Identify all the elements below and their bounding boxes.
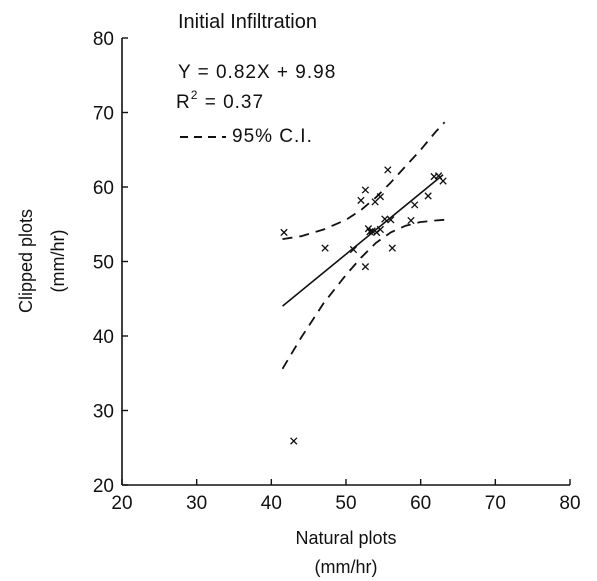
regression-line [282,174,444,307]
data-point [290,437,298,445]
data-points [280,166,447,445]
ci-legend-label: 95% C.I. [232,126,313,147]
data-point [376,225,385,234]
x-tick-label: 50 [335,493,356,514]
y-tick-label: 50 [93,253,114,274]
y-tick-label: 80 [93,29,114,50]
y-tick-label: 30 [93,402,114,423]
y-tick-label: 40 [93,327,114,348]
data-point [280,228,288,237]
ci-upper-curve [282,121,446,240]
regression-equation: Y = 0.82X + 9.98 [178,62,336,83]
data-point [411,201,419,209]
y-axis-label-line2: (mm/hr) [48,230,68,293]
ci-lower-curve [281,218,445,370]
data-point [361,186,370,194]
data-point [361,263,370,271]
regression-line-group [282,174,444,307]
data-point [407,216,415,225]
x-axis-label-line2: (mm/hr) [315,557,378,577]
x-tick-label: 60 [410,493,431,514]
x-tick-label: 70 [485,493,506,514]
data-point [424,192,432,200]
data-point [376,193,385,201]
data-point [387,216,395,224]
y-tick-label: 70 [93,104,114,125]
data-point [357,196,365,205]
data-point [349,245,358,254]
data-point [439,177,447,185]
x-tick-label: 30 [186,493,207,514]
x-axis-label-line1: Natural plots [295,528,396,548]
axis-ticks: 20 30 40 50 60 70 80 20 30 40 50 60 70 80 [93,29,581,514]
r-squared-label: R2 = 0.37 [176,88,264,113]
confidence-interval-curves [281,121,446,370]
data-point [388,244,396,252]
data-point [384,166,392,174]
y-tick-label: 60 [93,178,114,199]
y-tick-label: 20 [93,476,114,497]
data-point [368,227,376,235]
data-point [366,228,374,236]
data-point [321,244,329,252]
y-axis-label-line1: Clipped plots [16,209,36,313]
chart-title: Initial Infiltration [178,11,317,33]
data-point [381,215,389,223]
x-tick-label: 40 [261,493,282,514]
x-tick-label: 80 [559,493,580,514]
x-tick-label: 20 [111,493,132,514]
